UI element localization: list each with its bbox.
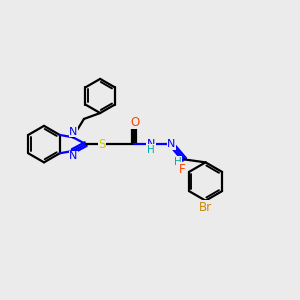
Text: N: N <box>147 139 155 149</box>
Text: O: O <box>130 116 140 128</box>
Text: N: N <box>69 127 77 137</box>
Text: F: F <box>179 163 186 176</box>
Text: Br: Br <box>199 201 212 214</box>
Text: S: S <box>98 138 106 151</box>
Text: N: N <box>167 139 176 149</box>
Text: N: N <box>69 151 77 161</box>
Text: H: H <box>147 145 155 155</box>
Text: H: H <box>174 157 182 167</box>
